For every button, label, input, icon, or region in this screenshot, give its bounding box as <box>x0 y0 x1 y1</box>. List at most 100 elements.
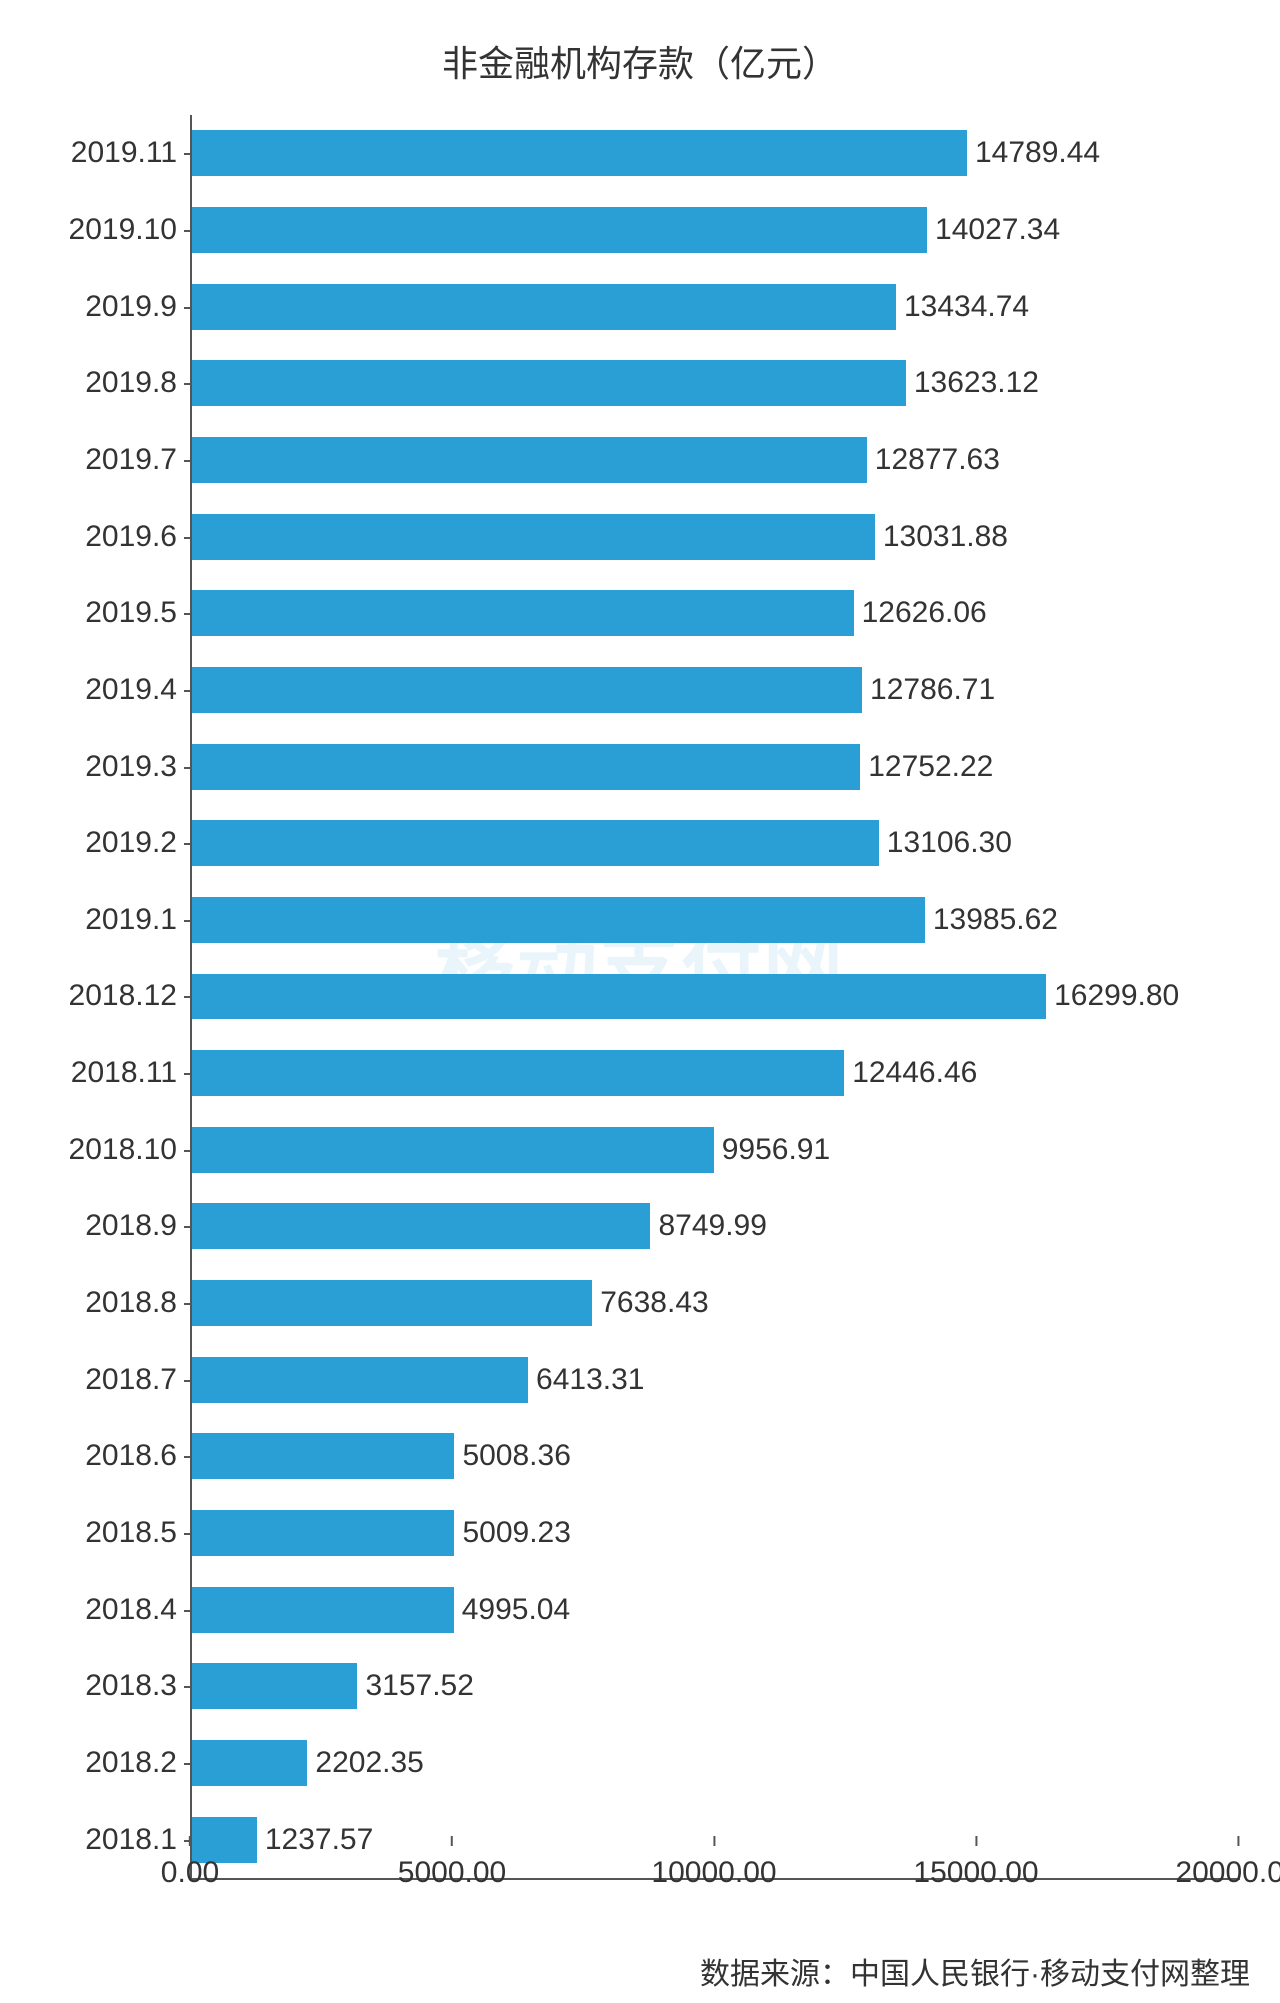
bar-row: 2018.98749.99 <box>192 1203 1240 1249</box>
bar-value-label: 13031.88 <box>875 520 1008 554</box>
bar-value-label: 9956.91 <box>714 1133 830 1167</box>
bar <box>192 820 879 866</box>
x-tick-label: 5000.00 <box>398 1856 506 1890</box>
bar-value-label: 13985.62 <box>925 903 1058 937</box>
bar <box>192 1663 357 1709</box>
category-label: 2018.12 <box>69 979 177 1013</box>
bar <box>192 897 925 943</box>
bar <box>192 1587 454 1633</box>
x-tick-mark <box>713 1836 715 1846</box>
bar <box>192 130 967 176</box>
y-tick <box>184 996 192 998</box>
category-label: 2019.11 <box>71 136 177 170</box>
bar-row: 2018.33157.52 <box>192 1663 1240 1709</box>
bar-value-label: 16299.80 <box>1046 979 1179 1013</box>
x-tick: 15000.00 <box>913 1836 1038 1890</box>
y-tick <box>184 920 192 922</box>
x-tick-mark <box>975 1836 977 1846</box>
bar <box>192 514 875 560</box>
bar-row: 2018.65008.36 <box>192 1433 1240 1479</box>
bar <box>192 590 854 636</box>
bar <box>192 1280 592 1326</box>
bar <box>192 1050 844 1096</box>
y-tick <box>184 1763 192 1765</box>
x-tick: 20000.00 <box>1175 1836 1280 1890</box>
bar-row: 2019.1114789.44 <box>192 130 1240 176</box>
bar-value-label: 12626.06 <box>854 596 987 630</box>
bar <box>192 437 867 483</box>
category-label: 2019.2 <box>85 826 177 860</box>
plot-area: 2019.1114789.442019.1014027.342019.91343… <box>190 115 1240 1880</box>
category-label: 2018.5 <box>85 1516 177 1550</box>
bar-row: 2018.22202.35 <box>192 1740 1240 1786</box>
bar <box>192 1357 528 1403</box>
bar-value-label: 3157.52 <box>357 1669 473 1703</box>
source-text: 数据来源：中国人民银行·移动支付网整理 <box>700 1949 1250 1993</box>
bar-row: 2018.87638.43 <box>192 1280 1240 1326</box>
category-label: 2019.6 <box>85 520 177 554</box>
category-label: 2018.11 <box>71 1056 177 1090</box>
x-tick: 5000.00 <box>398 1836 506 1890</box>
bar <box>192 667 862 713</box>
bar <box>192 1510 454 1556</box>
bar-row: 2019.813623.12 <box>192 360 1240 406</box>
bar <box>192 207 927 253</box>
category-label: 2019.7 <box>85 443 177 477</box>
x-tick-label: 0.00 <box>161 1856 219 1890</box>
y-tick <box>184 537 192 539</box>
bar-value-label: 14027.34 <box>927 213 1060 247</box>
y-tick <box>184 383 192 385</box>
y-tick <box>184 1380 192 1382</box>
bar <box>192 284 896 330</box>
bar-row: 2019.312752.22 <box>192 744 1240 790</box>
bar-value-label: 12446.46 <box>844 1056 977 1090</box>
bar-value-label: 7638.43 <box>592 1286 708 1320</box>
bar-row: 2018.76413.31 <box>192 1357 1240 1403</box>
y-tick <box>184 1456 192 1458</box>
bar <box>192 1433 454 1479</box>
bars-group: 2019.1114789.442019.1014027.342019.91343… <box>192 115 1240 1878</box>
category-label: 2018.8 <box>85 1286 177 1320</box>
bar-row: 2018.1112446.46 <box>192 1050 1240 1096</box>
x-tick-mark <box>451 1836 453 1846</box>
y-tick <box>184 767 192 769</box>
y-tick <box>184 1533 192 1535</box>
x-tick: 10000.00 <box>651 1836 776 1890</box>
bar <box>192 1740 307 1786</box>
category-label: 2019.5 <box>85 596 177 630</box>
category-label: 2019.10 <box>69 213 177 247</box>
category-label: 2018.10 <box>69 1133 177 1167</box>
chart-title: 非金融机构存款（亿元） <box>0 0 1280 87</box>
y-tick <box>184 1303 192 1305</box>
bar-value-label: 8749.99 <box>650 1209 766 1243</box>
category-label: 2018.3 <box>85 1669 177 1703</box>
category-label: 2019.1 <box>85 903 177 937</box>
bar-value-label: 13623.12 <box>906 366 1039 400</box>
y-tick <box>184 613 192 615</box>
y-tick <box>184 1150 192 1152</box>
bar-row: 2018.1216299.80 <box>192 974 1240 1020</box>
bar-row: 2019.613031.88 <box>192 514 1240 560</box>
category-label: 2018.2 <box>85 1746 177 1780</box>
category-label: 2018.4 <box>85 1593 177 1627</box>
bar-row: 2019.913434.74 <box>192 284 1240 330</box>
x-tick: 0.00 <box>161 1836 219 1890</box>
bar-row: 2018.109956.91 <box>192 1127 1240 1173</box>
bar-row: 2019.512626.06 <box>192 590 1240 636</box>
bar <box>192 744 860 790</box>
category-label: 2019.9 <box>85 290 177 324</box>
bar-row: 2018.44995.04 <box>192 1587 1240 1633</box>
category-label: 2019.8 <box>85 366 177 400</box>
bar-value-label: 13434.74 <box>896 290 1029 324</box>
bar-row: 2019.113985.62 <box>192 897 1240 943</box>
bar-row: 2018.55009.23 <box>192 1510 1240 1556</box>
bar-value-label: 13106.30 <box>879 826 1012 860</box>
x-tick-label: 10000.00 <box>651 1856 776 1890</box>
x-tick-mark <box>1237 1836 1239 1846</box>
y-tick <box>184 1686 192 1688</box>
y-tick <box>184 230 192 232</box>
bar-value-label: 4995.04 <box>454 1593 570 1627</box>
y-tick <box>184 153 192 155</box>
bar <box>192 1203 650 1249</box>
bar-row: 2019.213106.30 <box>192 820 1240 866</box>
